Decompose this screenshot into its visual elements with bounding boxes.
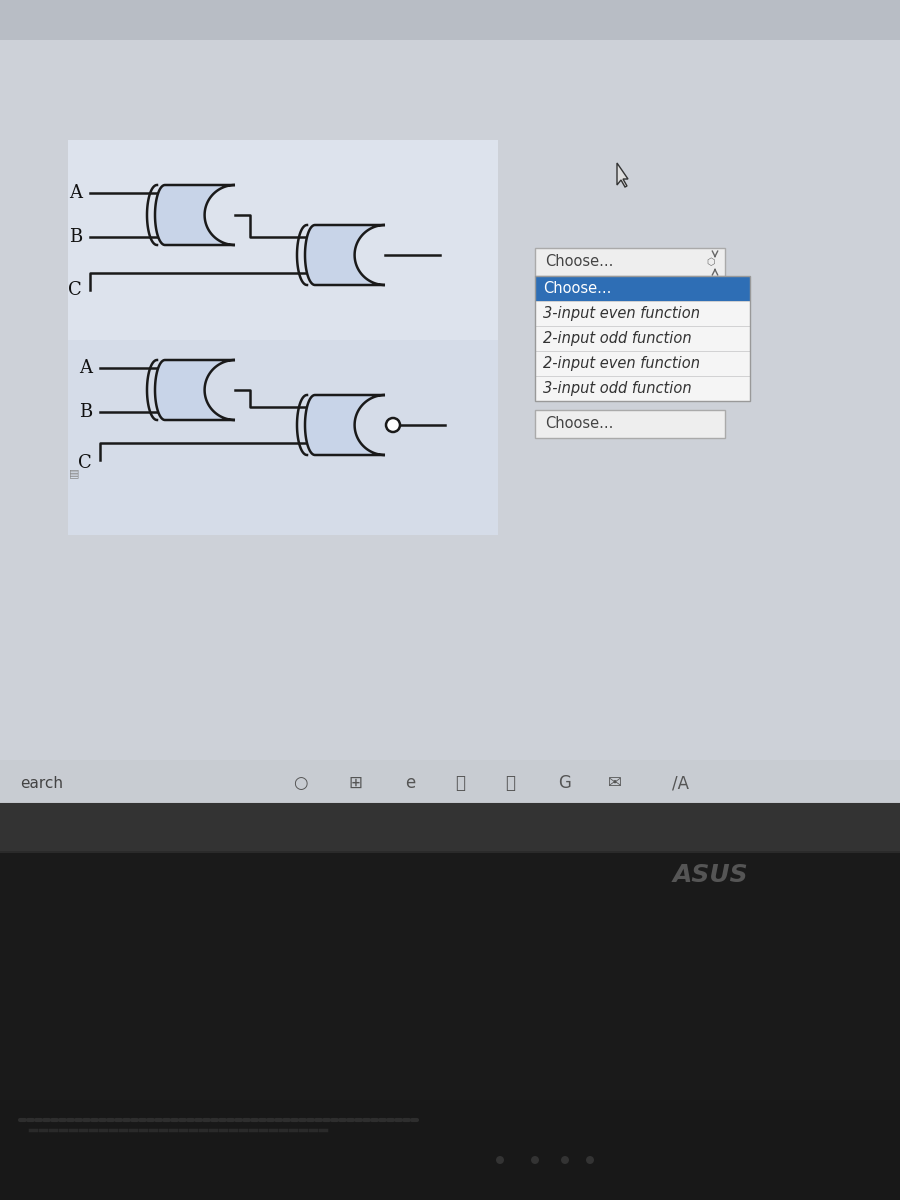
FancyBboxPatch shape [0, 40, 900, 760]
Text: 🛒: 🛒 [505, 774, 515, 792]
FancyBboxPatch shape [535, 248, 725, 276]
FancyBboxPatch shape [535, 376, 750, 401]
Circle shape [531, 1156, 539, 1164]
Text: Choose...: Choose... [545, 254, 614, 270]
Text: 📁: 📁 [455, 774, 465, 792]
Circle shape [386, 418, 400, 432]
Text: C: C [78, 454, 92, 472]
Text: ▤: ▤ [69, 468, 79, 478]
FancyBboxPatch shape [535, 350, 750, 376]
FancyBboxPatch shape [0, 760, 900, 805]
Text: 3-input odd function: 3-input odd function [543, 382, 691, 396]
Text: ✉: ✉ [608, 774, 622, 792]
Text: ○: ○ [292, 774, 307, 792]
Text: earch: earch [20, 775, 63, 791]
Text: G: G [559, 774, 572, 792]
FancyBboxPatch shape [68, 340, 498, 535]
Text: A: A [79, 359, 92, 377]
FancyBboxPatch shape [0, 1100, 900, 1200]
Polygon shape [155, 360, 235, 420]
FancyBboxPatch shape [535, 301, 750, 326]
FancyBboxPatch shape [0, 803, 900, 853]
Text: ASUS: ASUS [672, 863, 748, 887]
FancyBboxPatch shape [0, 803, 900, 851]
FancyBboxPatch shape [68, 140, 498, 340]
Text: B: B [79, 403, 92, 421]
Text: B: B [68, 228, 82, 246]
FancyBboxPatch shape [535, 410, 725, 438]
Text: ⬡: ⬡ [706, 257, 716, 266]
FancyBboxPatch shape [0, 0, 900, 40]
Text: 2-input odd function: 2-input odd function [543, 331, 691, 346]
FancyBboxPatch shape [535, 276, 750, 301]
Circle shape [561, 1156, 569, 1164]
Text: C: C [68, 281, 82, 299]
Polygon shape [305, 226, 385, 284]
Circle shape [496, 1156, 504, 1164]
Text: ⊞: ⊞ [348, 774, 362, 792]
Polygon shape [617, 163, 628, 187]
Polygon shape [155, 185, 235, 245]
Circle shape [586, 1156, 594, 1164]
Text: A: A [69, 184, 82, 202]
FancyBboxPatch shape [535, 326, 750, 350]
Text: /A: /A [671, 774, 688, 792]
Text: e: e [405, 774, 415, 792]
Text: 2-input even function: 2-input even function [543, 356, 700, 371]
FancyBboxPatch shape [0, 853, 900, 1200]
Text: Choose...: Choose... [545, 416, 614, 432]
Polygon shape [305, 395, 385, 455]
Text: 3-input even function: 3-input even function [543, 306, 700, 320]
Text: Choose...: Choose... [543, 281, 611, 296]
